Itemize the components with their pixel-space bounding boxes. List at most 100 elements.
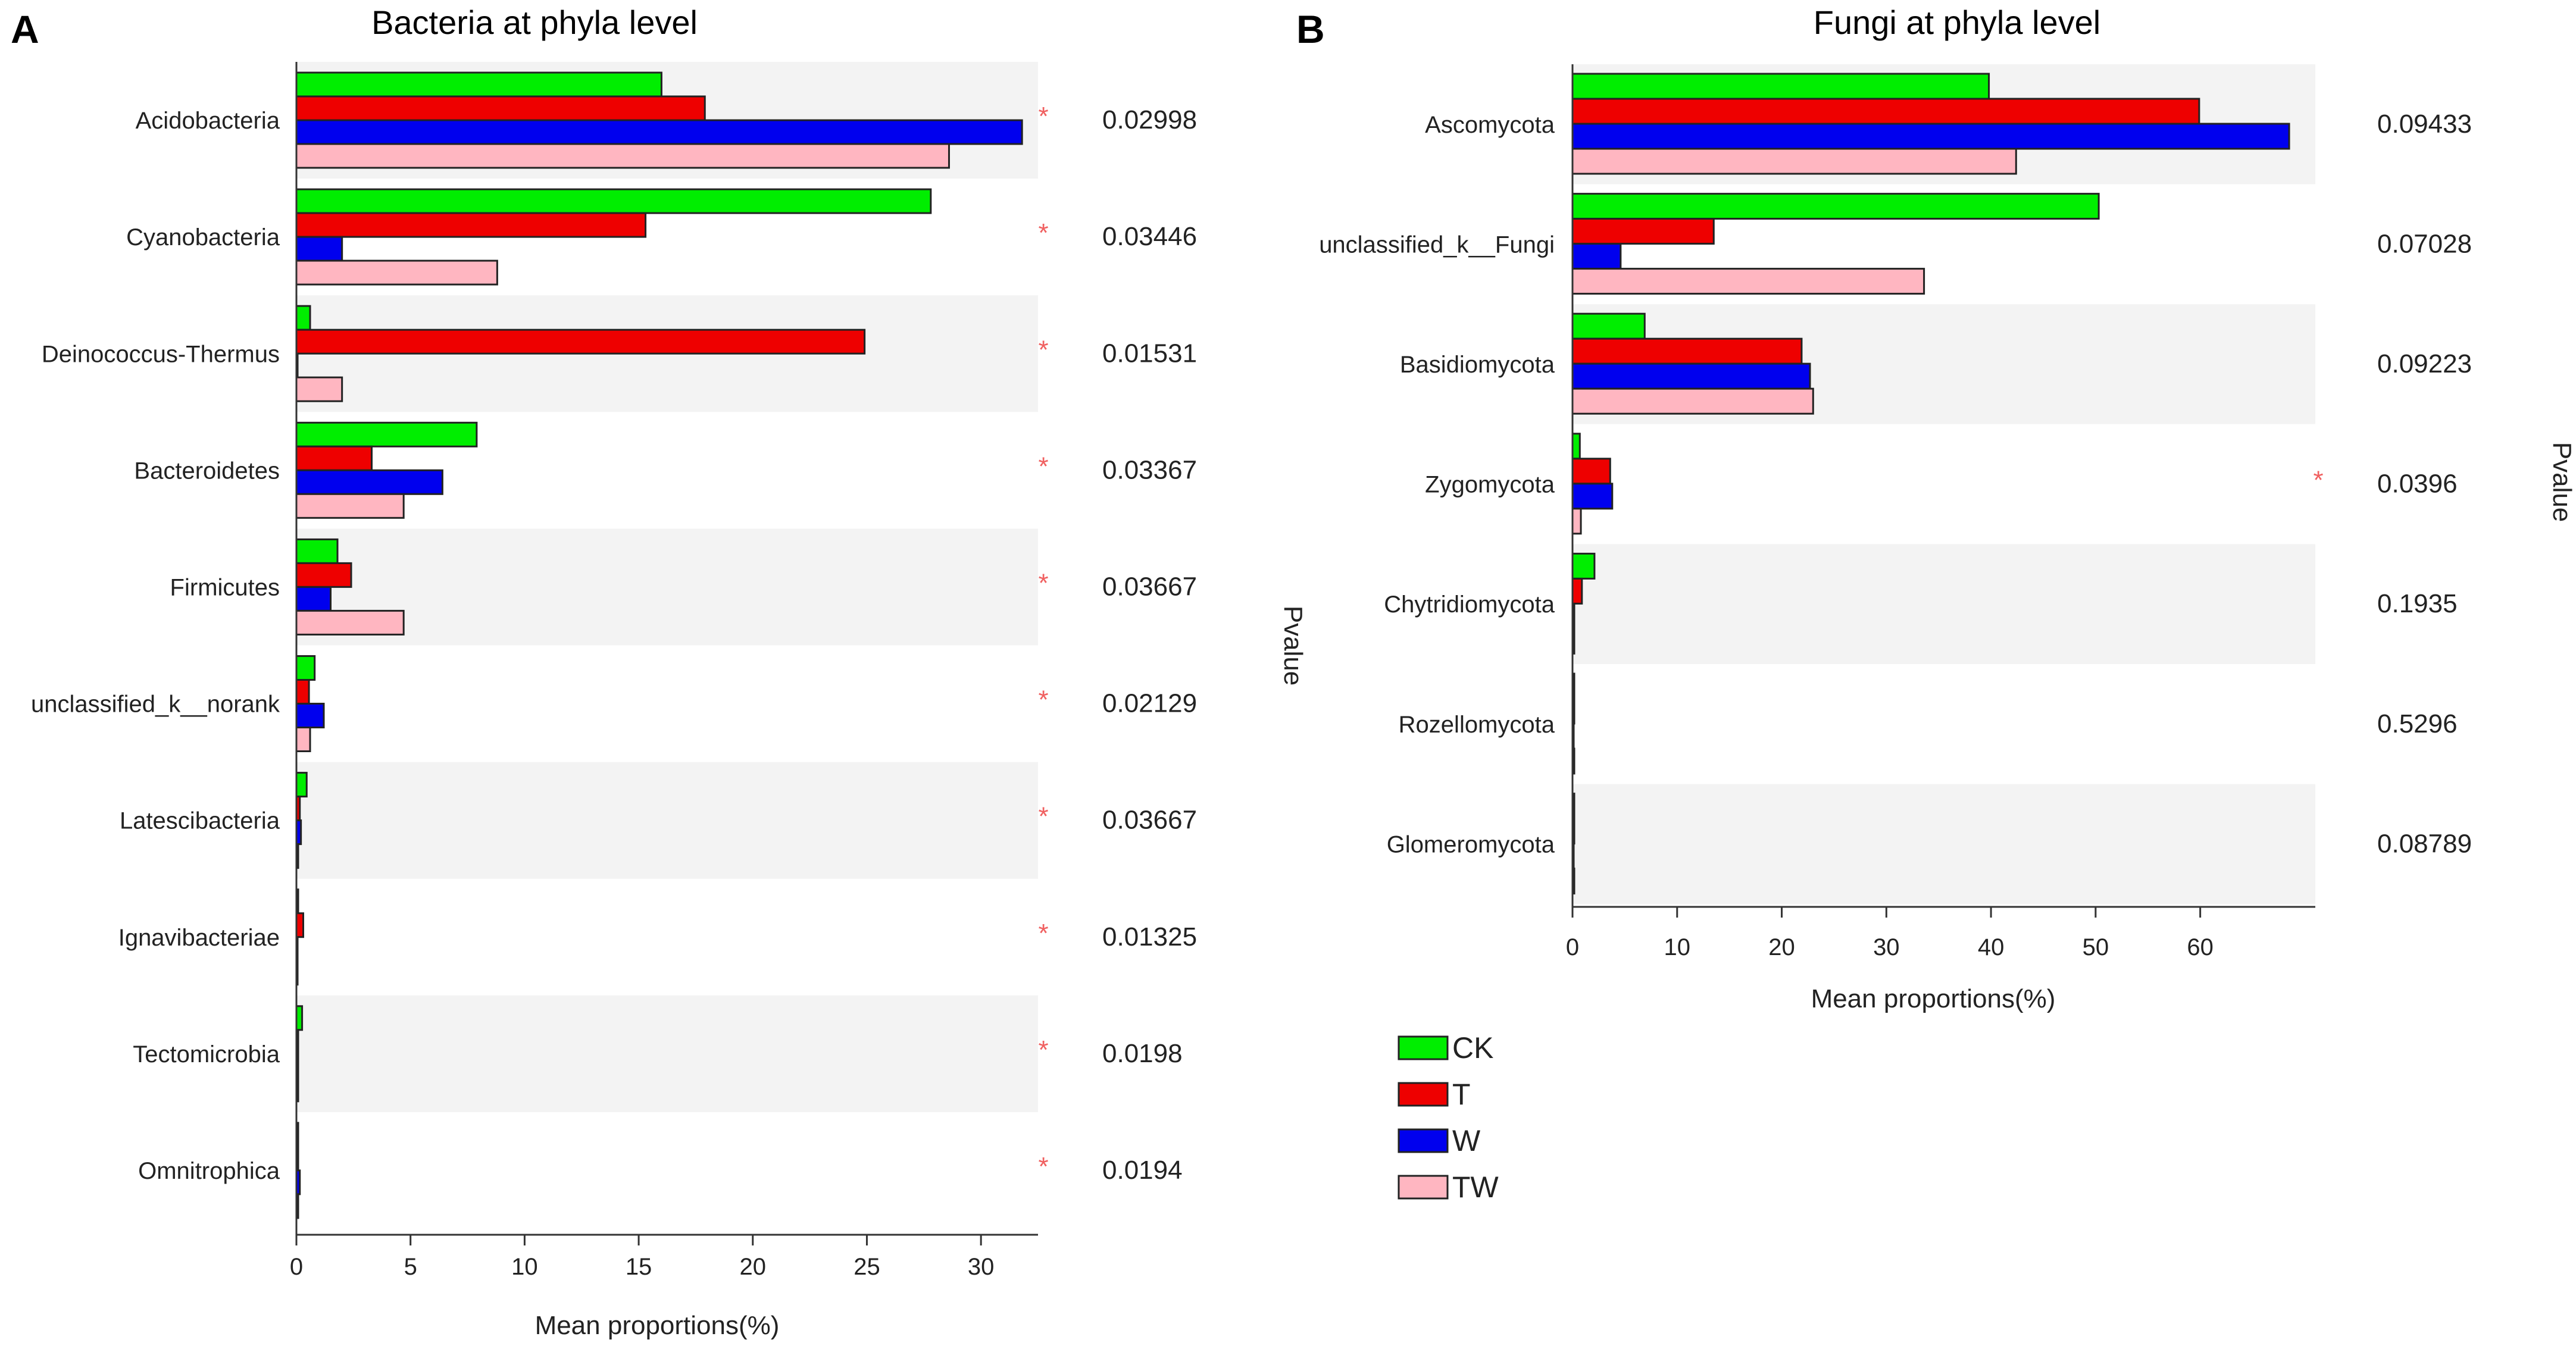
category-label: unclassified_k__norank — [31, 691, 280, 718]
pvalue-label: 0.5296 — [2377, 709, 2458, 738]
bar-ck — [1571, 433, 1581, 460]
bar-tw — [1571, 387, 1814, 415]
chart-title: Bacteria at phyla level — [371, 4, 698, 41]
category-label: Deinococcus-Thermus — [42, 341, 280, 367]
significance-star: * — [1038, 452, 1048, 481]
pvalue-label: 0.03367 — [1102, 455, 1197, 484]
bar-tw — [295, 376, 343, 402]
significance-star: * — [1038, 568, 1048, 597]
pvalue-label: 0.0194 — [1102, 1156, 1183, 1185]
bar-t — [295, 445, 373, 471]
pvalue-label: 0.02998 — [1102, 105, 1197, 134]
category-label: Ignavibacteriae — [118, 925, 280, 951]
x-tick-label: 0 — [1566, 934, 1579, 960]
pvalue-label: 0.01531 — [1102, 339, 1197, 368]
bar-w — [1571, 362, 1811, 390]
x-tick-label: 20 — [740, 1254, 767, 1280]
bar-t — [295, 562, 352, 588]
legend: CK TW TW — [1398, 1031, 1499, 1204]
significance-star: * — [1038, 919, 1048, 948]
bar-tw — [1571, 268, 1925, 295]
pvalue-label: 0.0396 — [2377, 470, 2458, 499]
x-tick-label: 15 — [626, 1254, 652, 1280]
pvalue-label: 0.09433 — [2377, 109, 2472, 139]
legend-label-ck: CK — [1452, 1031, 1493, 1065]
x-tick-label: 40 — [1978, 934, 2005, 960]
bar-tw — [295, 609, 405, 636]
legend-swatch-tw — [1398, 1175, 1449, 1200]
bar-ck — [295, 538, 339, 564]
pvalue-axis-label: Pvalue — [2547, 442, 2576, 522]
significance-star: * — [1038, 1035, 1048, 1065]
bar-ck — [295, 305, 311, 331]
category-label: Tectomicrobia — [133, 1041, 280, 1068]
bar-t — [1571, 218, 1715, 245]
bar-ck — [1571, 193, 2100, 220]
x-tick-label: 50 — [2083, 934, 2109, 960]
pvalue-label: 0.07028 — [2377, 229, 2472, 258]
significance-star: * — [1038, 1152, 1048, 1181]
x-tick-label: 30 — [1873, 934, 1900, 960]
bar-ck — [1571, 312, 1646, 340]
significance-star: * — [1038, 218, 1048, 248]
x-tick-label: 60 — [2187, 934, 2214, 960]
bar-w — [295, 703, 325, 728]
significance-star: * — [1038, 802, 1048, 831]
bar-w — [295, 119, 1023, 145]
bar-ck — [295, 655, 316, 681]
legend-swatch-t — [1398, 1082, 1449, 1107]
bar-t — [295, 95, 706, 121]
pvalue-label: 0.03667 — [1102, 806, 1197, 835]
x-tick-label: 30 — [968, 1254, 995, 1280]
category-label: Cyanobacteria — [126, 224, 280, 251]
category-label: Ascomycota — [1425, 112, 1555, 138]
row-band — [1573, 784, 2315, 904]
bar-w — [295, 469, 443, 495]
bar-t — [1571, 577, 1583, 605]
category-label: Omnitrophica — [138, 1158, 280, 1184]
x-tick-label: 10 — [1664, 934, 1691, 960]
panel-a: A Bacteria at phyla level Acidobacteria 0.0… — [11, 4, 1308, 1340]
legend-label-t: T — [1452, 1078, 1471, 1111]
category-label: Acidobacteria — [136, 108, 280, 134]
x-tick-label: 5 — [404, 1254, 417, 1280]
legend-swatch-w — [1398, 1128, 1449, 1153]
pvalue-label: 0.03446 — [1102, 222, 1197, 251]
pvalue-label: 0.02129 — [1102, 689, 1197, 718]
category-label: Latescibacteria — [120, 808, 280, 834]
row-band — [296, 995, 1038, 1112]
panel-label: B — [1296, 7, 1325, 51]
x-axis-label: Mean proportions(%) — [535, 1311, 780, 1340]
pvalue-label: 0.03667 — [1102, 572, 1197, 601]
bar-t — [1571, 458, 1611, 485]
significance-star: * — [2313, 466, 2323, 495]
bar-tw — [295, 259, 498, 286]
bar-w — [1571, 483, 1614, 510]
pvalue-label: 0.01325 — [1102, 922, 1197, 952]
bar-ck — [1571, 552, 1596, 580]
category-label: Bacteroidetes — [134, 458, 280, 484]
bar-t — [1571, 337, 1803, 365]
x-axis-label: Mean proportions(%) — [1811, 984, 2056, 1013]
significance-star: * — [1038, 335, 1048, 364]
row-band — [1573, 544, 2315, 664]
bar-w — [295, 586, 332, 612]
bar-t — [295, 679, 310, 705]
bar-t — [295, 212, 647, 238]
category-label: Chytridiomycota — [1384, 591, 1555, 618]
bar-tw — [295, 143, 950, 169]
significance-star: * — [1038, 686, 1048, 715]
category-label: unclassified_k__Fungi — [1319, 231, 1555, 258]
bar-t — [295, 912, 305, 938]
bar-t — [1571, 98, 2200, 125]
pvalue-axis-label: Pvalue — [1278, 606, 1308, 686]
pvalue-label: 0.09223 — [2377, 349, 2472, 378]
row-band — [296, 528, 1038, 646]
bar-w — [295, 236, 343, 262]
category-label: Firmicutes — [170, 574, 280, 600]
category-label: Rozellomycota — [1399, 712, 1555, 738]
legend-swatch-ck — [1398, 1035, 1449, 1060]
category-label: Zygomycota — [1425, 472, 1555, 498]
bar-ck — [295, 772, 308, 798]
